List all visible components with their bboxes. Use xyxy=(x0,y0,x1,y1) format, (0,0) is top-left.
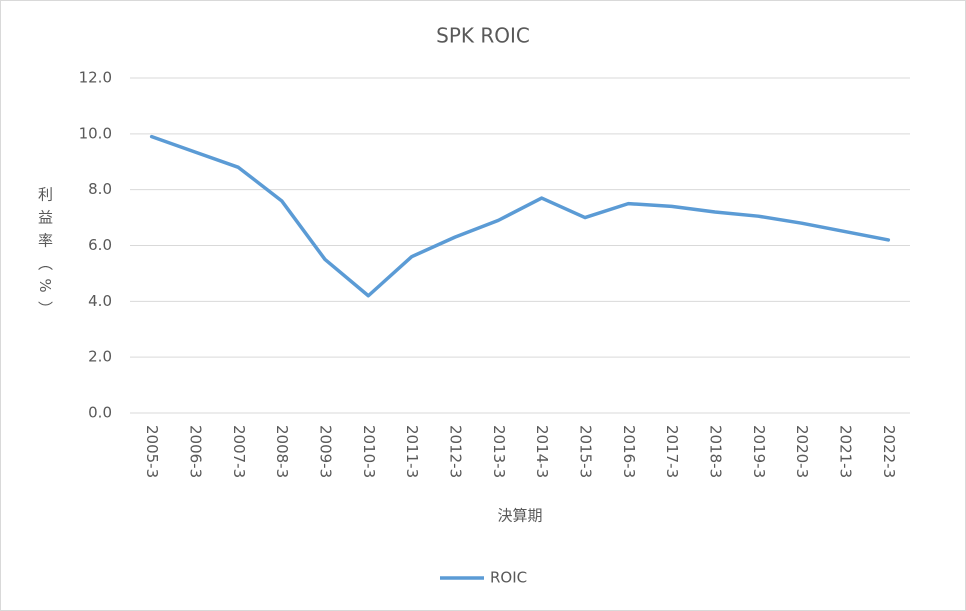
y-tick-label: 4.0 xyxy=(88,292,112,310)
y-axis-label: 利益率（%） xyxy=(36,186,54,323)
y-tick-label: 10.0 xyxy=(79,124,112,142)
x-tick-label: 2012-3 xyxy=(447,425,465,478)
legend-label: ROIC xyxy=(490,569,527,587)
x-tick-label: 2010-3 xyxy=(360,425,378,478)
x-tick-label: 2017-3 xyxy=(663,425,681,478)
x-tick-label: 2020-3 xyxy=(793,425,811,478)
x-tick-label: 2019-3 xyxy=(750,425,768,478)
y-tick-label: 2.0 xyxy=(88,348,112,366)
line-series xyxy=(149,134,891,298)
y-tick-label: 0.0 xyxy=(88,404,112,422)
y-tick-label: 12.0 xyxy=(79,69,112,87)
x-tick-label: 2016-3 xyxy=(620,425,638,478)
x-axis-label: 決算期 xyxy=(497,507,542,525)
x-tick-label: 2022-3 xyxy=(880,425,898,478)
x-tick-label: 2005-3 xyxy=(143,425,161,478)
x-tick-label: 2007-3 xyxy=(230,425,248,478)
x-tick-label: 2018-3 xyxy=(707,425,725,478)
x-tick-label: 2015-3 xyxy=(577,425,595,478)
x-tick-label: 2009-3 xyxy=(317,425,335,478)
chart-title: SPK ROIC xyxy=(436,24,530,48)
x-tick-label: 2006-3 xyxy=(187,425,205,478)
x-tick-label: 2013-3 xyxy=(490,425,508,478)
x-tick-label: 2011-3 xyxy=(403,425,421,478)
x-tick-label: 2021-3 xyxy=(837,425,855,478)
x-tick-label: 2014-3 xyxy=(533,425,551,478)
y-tick-label: 6.0 xyxy=(88,236,112,254)
x-tick-label: 2008-3 xyxy=(273,425,291,478)
y-tick-label: 8.0 xyxy=(88,180,112,198)
